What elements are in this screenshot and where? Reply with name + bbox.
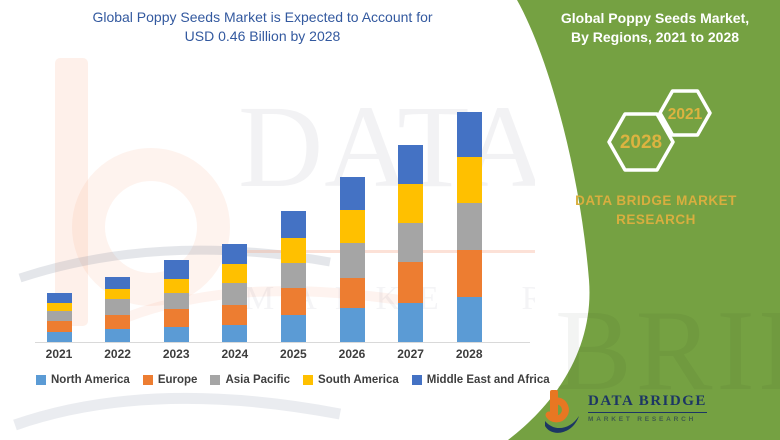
legend-label-asia-pacific: Asia Pacific bbox=[225, 374, 291, 386]
chart-title-line1: Global Poppy Seeds Market is Expected to… bbox=[92, 9, 433, 25]
databridge-logo-icon bbox=[545, 390, 579, 433]
legend-swatch-north-america bbox=[36, 375, 46, 385]
legend-item-middle-east-and-africa: Middle East and Africa bbox=[411, 374, 550, 386]
legend-label-north-america: North America bbox=[51, 374, 130, 386]
bar-segment-north-america-2022 bbox=[105, 328, 131, 342]
bar-segment-asia-pacific-2026 bbox=[339, 243, 365, 278]
x-axis-label-2025: 2025 bbox=[280, 347, 307, 361]
x-axis-label-2028: 2028 bbox=[455, 347, 483, 361]
bar-segment-north-america-2026 bbox=[339, 308, 365, 342]
panel-title: Global Poppy Seeds Market, By Regions, 2… bbox=[540, 9, 770, 47]
stacked-bar-chart bbox=[35, 100, 530, 343]
bar-segment-north-america-2025 bbox=[280, 315, 306, 342]
bar-segment-europe-2026 bbox=[339, 278, 365, 308]
x-axis-label-2026: 2026 bbox=[338, 347, 366, 361]
bar-2025 bbox=[280, 211, 306, 342]
legend-swatch-south-america bbox=[303, 375, 314, 385]
bar-2021 bbox=[46, 293, 72, 342]
x-axis-labels: 2021 2022 2023 2024 2025 2026 2027 2028 bbox=[35, 347, 530, 363]
bar-segment-north-america-2024 bbox=[222, 324, 248, 342]
bar-segment-north-america-2028 bbox=[456, 297, 482, 342]
panel-brand-line2: RESEARCH bbox=[616, 212, 696, 227]
legend-swatch-asia-pacific bbox=[210, 375, 221, 385]
bar-segment-asia-pacific-2023 bbox=[163, 292, 189, 309]
bar-segment-europe-2023 bbox=[163, 309, 189, 327]
bar-segment-asia-pacific-2022 bbox=[105, 299, 131, 315]
bar-segment-south-america-2024 bbox=[222, 263, 248, 283]
databridge-logo: DATA BRIDGE MARKET RESEARCH bbox=[544, 388, 707, 436]
bar-segment-asia-pacific-2027 bbox=[398, 222, 424, 262]
bar-2028 bbox=[456, 112, 482, 342]
bar-2027 bbox=[398, 145, 424, 342]
bar-segment-south-america-2021 bbox=[46, 302, 72, 311]
logo-divider bbox=[588, 412, 707, 413]
bar-segment-middle-east-and-africa-2027 bbox=[398, 145, 424, 184]
legend-swatch-europe bbox=[142, 375, 153, 385]
bar-segment-europe-2027 bbox=[398, 262, 424, 303]
bar-segment-europe-2022 bbox=[105, 314, 131, 329]
legend-item-europe: Europe bbox=[142, 374, 198, 386]
bar-segment-middle-east-and-africa-2025 bbox=[280, 211, 306, 238]
bar-segment-middle-east-and-africa-2022 bbox=[105, 276, 131, 289]
bar-segment-north-america-2021 bbox=[46, 331, 72, 342]
bar-segment-south-america-2028 bbox=[456, 156, 482, 203]
bar-segment-asia-pacific-2024 bbox=[222, 283, 248, 305]
panel-brand-line1: DATA BRIDGE MARKET bbox=[575, 193, 737, 208]
bar-segment-north-america-2027 bbox=[398, 303, 424, 342]
x-axis-label-2027: 2027 bbox=[397, 347, 424, 361]
bar-segment-middle-east-and-africa-2026 bbox=[339, 176, 365, 210]
year-hexagons: 2028 2021 bbox=[607, 89, 712, 172]
databridge-logo-text: DATA BRIDGE MARKET RESEARCH bbox=[588, 388, 707, 423]
legend-item-south-america: South America bbox=[303, 374, 399, 386]
legend-item-north-america: North America bbox=[36, 374, 130, 386]
bar-segment-middle-east-and-africa-2024 bbox=[222, 243, 248, 264]
bar-segment-south-america-2022 bbox=[105, 289, 131, 299]
legend-label-middle-east-and-africa: Middle East and Africa bbox=[426, 374, 550, 386]
bar-segment-north-america-2023 bbox=[163, 326, 189, 342]
legend-label-south-america: South America bbox=[318, 374, 399, 386]
bar-segment-europe-2028 bbox=[456, 250, 482, 297]
x-axis-label-2021: 2021 bbox=[45, 347, 73, 361]
bar-segment-europe-2021 bbox=[46, 321, 72, 332]
hexagon-2021: 2021 bbox=[658, 89, 712, 137]
legend-label-europe: Europe bbox=[157, 374, 198, 386]
bar-2023 bbox=[163, 259, 189, 342]
bar-segment-south-america-2027 bbox=[398, 183, 424, 223]
bar-segment-asia-pacific-2021 bbox=[46, 311, 72, 321]
bar-segment-europe-2025 bbox=[280, 287, 306, 315]
panel-brand-text: DATA BRIDGE MARKET RESEARCH bbox=[540, 191, 772, 229]
bar-segment-south-america-2023 bbox=[163, 279, 189, 293]
bar-2024 bbox=[222, 243, 248, 342]
x-axis-label-2023: 2023 bbox=[162, 347, 190, 361]
hexagon-2028: 2028 bbox=[607, 112, 675, 172]
x-axis-label-2022: 2022 bbox=[104, 347, 131, 361]
logo-tagline: MARKET RESEARCH bbox=[588, 416, 697, 423]
bar-2022 bbox=[105, 276, 131, 342]
panel-title-line1: Global Poppy Seeds Market, bbox=[560, 10, 750, 26]
bar-segment-south-america-2026 bbox=[339, 210, 365, 243]
hexagon-2028-label: 2028 bbox=[620, 132, 662, 153]
chart-title-line2: USD 0.46 Billion by 2028 bbox=[184, 28, 341, 44]
bar-segment-middle-east-and-africa-2023 bbox=[163, 259, 189, 279]
x-axis-label-2024: 2024 bbox=[221, 347, 249, 361]
bar-segment-asia-pacific-2025 bbox=[280, 262, 306, 288]
legend-item-asia-pacific: Asia Pacific bbox=[210, 374, 290, 386]
bar-2026 bbox=[339, 176, 365, 342]
bar-segment-middle-east-and-africa-2021 bbox=[46, 293, 72, 303]
logo-name: DATA BRIDGE bbox=[588, 393, 707, 409]
legend-swatch-middle-east-and-africa bbox=[411, 375, 422, 385]
hexagon-2021-label: 2021 bbox=[668, 106, 703, 123]
bar-segment-europe-2024 bbox=[222, 304, 248, 325]
bar-segment-middle-east-and-africa-2028 bbox=[456, 112, 482, 157]
bar-segment-south-america-2025 bbox=[280, 237, 306, 263]
bar-segment-asia-pacific-2028 bbox=[456, 202, 482, 250]
chart-legend: North America Europe Asia Pacific South Ame… bbox=[36, 374, 550, 386]
chart-title: Global Poppy Seeds Market is Expected to… bbox=[10, 8, 515, 46]
panel-title-line2: By Regions, 2021 to 2028 bbox=[570, 29, 740, 45]
